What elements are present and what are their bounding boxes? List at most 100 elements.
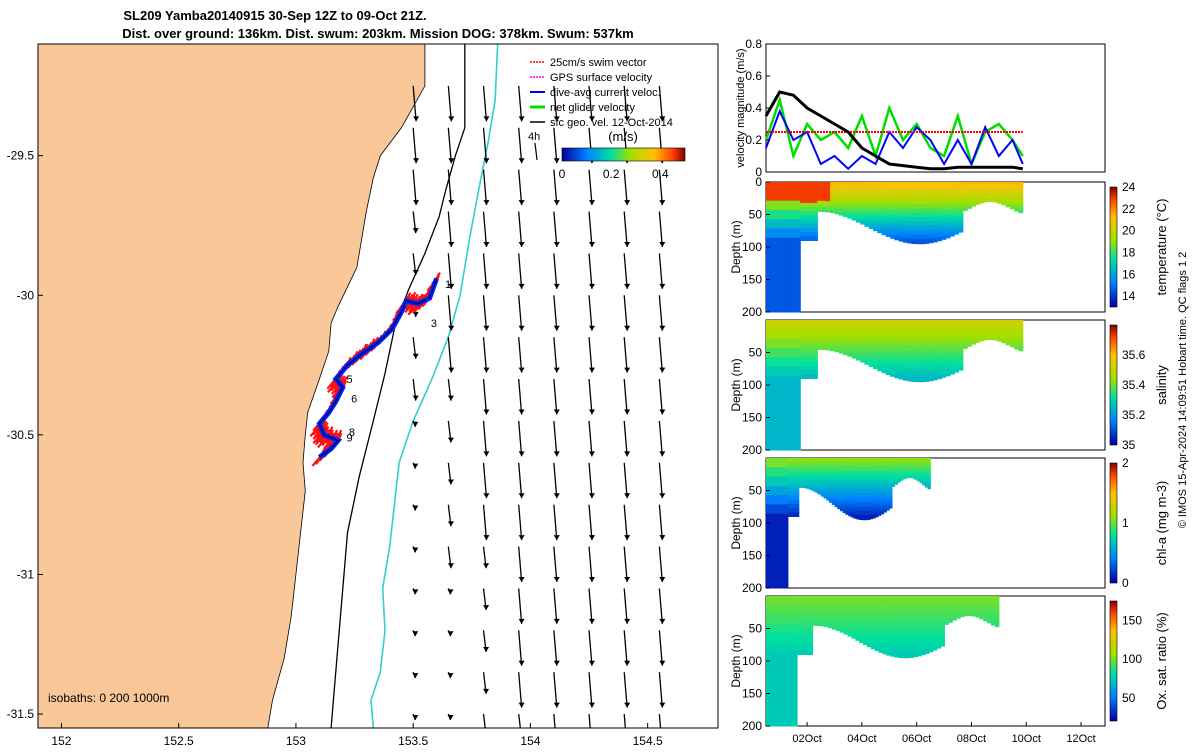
heatmap-cell <box>967 612 973 615</box>
heatmap-cell <box>863 634 868 639</box>
heatmap-cell <box>812 608 817 612</box>
heatmap-cell <box>941 206 947 212</box>
heatmap-cell <box>984 193 990 196</box>
heatmap-cell <box>851 626 856 630</box>
heatmap-cell <box>768 485 772 496</box>
heatmap-cell <box>940 599 945 604</box>
heatmap-cell <box>808 616 814 622</box>
heatmap-cell <box>915 350 921 356</box>
svg-text:25cm/s swim vector: 25cm/s swim vector <box>550 57 647 69</box>
heatmap-cell <box>843 349 848 353</box>
heatmap-cell <box>954 204 960 209</box>
heatmap-cell <box>944 602 949 605</box>
heatmap-cell <box>984 334 990 336</box>
heatmap-cell <box>860 350 865 354</box>
waypoint-label: 5 <box>346 374 352 386</box>
heatmap-cell <box>850 474 855 480</box>
heatmap-cell <box>894 639 899 645</box>
heatmap-cell <box>992 184 998 187</box>
heatmap-cell <box>913 474 918 477</box>
colorbar-label: Ox. sat. ratio (%) <box>1154 612 1169 710</box>
heatmap-cell <box>808 223 814 229</box>
heatmap-cell <box>798 468 803 471</box>
heatmap-cell <box>830 335 835 339</box>
scale-vector-label: 4h <box>528 131 540 143</box>
heatmap-cell <box>967 607 973 609</box>
heatmap-cell <box>954 208 960 213</box>
heatmap-cell <box>859 635 864 640</box>
heatmap-cell <box>856 471 860 476</box>
heatmap-cell <box>850 500 855 505</box>
heatmap-cell <box>864 204 870 208</box>
heatmap-cell <box>1018 208 1024 211</box>
heatmap-cell <box>992 331 998 334</box>
heatmap-cell <box>967 323 972 327</box>
heatmap-cell <box>813 202 818 208</box>
current-vector <box>518 672 525 708</box>
heatmap-cell <box>817 324 823 327</box>
heatmap-cell <box>925 628 930 634</box>
heatmap-cell <box>843 596 848 600</box>
heatmap-cell <box>820 466 824 470</box>
heatmap-cell <box>1001 326 1007 329</box>
heatmap-cell <box>1018 320 1024 323</box>
heatmap-cell <box>766 338 771 349</box>
heatmap-cell <box>774 182 780 192</box>
heatmap-cell <box>877 356 883 361</box>
heatmap-cell <box>922 479 926 482</box>
heatmap-cell <box>907 225 913 231</box>
heatmap-cell <box>859 471 863 477</box>
heatmap-cell <box>915 346 921 352</box>
heatmap-y-tick-label: 50 <box>749 346 763 360</box>
heatmap-cell <box>913 465 918 468</box>
current-vector <box>553 713 556 728</box>
heatmap-cell <box>807 469 811 472</box>
heatmap-cell <box>890 324 895 329</box>
heatmap-cell <box>855 204 861 209</box>
heatmap-cell <box>937 219 942 225</box>
heatmap-cell <box>954 182 960 187</box>
heatmap-cell <box>785 623 790 634</box>
heatmap-cell <box>766 578 770 589</box>
heatmap-cell <box>958 327 964 332</box>
heatmap-cell <box>952 597 957 600</box>
heatmap-cell <box>890 647 895 653</box>
heatmap-cell <box>892 472 896 475</box>
heatmap-cell <box>975 609 980 612</box>
heatmap-cell <box>773 596 779 606</box>
current-vector <box>658 295 666 331</box>
heatmap-cell <box>950 350 955 356</box>
heatmap-cell <box>824 607 829 610</box>
heatmap-cell <box>793 614 798 625</box>
heatmap-cell <box>890 336 895 341</box>
heatmap-cell <box>877 341 883 346</box>
heatmap-cell <box>945 335 951 341</box>
heatmap-cell <box>913 626 918 632</box>
heatmap-cell <box>984 196 990 198</box>
heatmap-cell <box>825 345 831 349</box>
heatmap-cell <box>924 350 930 356</box>
heatmap-cell <box>975 600 980 603</box>
heatmap-cell <box>825 203 831 206</box>
heatmap-cell <box>829 489 833 494</box>
heatmap-cell <box>796 265 801 276</box>
heatmap-cell <box>815 460 819 464</box>
heatmap-cell <box>885 197 891 202</box>
heatmap-cell <box>816 617 821 620</box>
heatmap-cell <box>815 465 819 469</box>
heatmap-cell <box>864 488 868 494</box>
heatmap-cell <box>766 375 771 386</box>
heatmap-cell <box>979 602 984 605</box>
heatmap-cell <box>804 646 810 651</box>
heatmap-cell <box>870 618 876 623</box>
heatmap-cell <box>911 234 917 240</box>
heatmap-cell <box>979 610 984 613</box>
heatmap-cell <box>766 633 771 643</box>
heatmap-cell <box>851 629 856 633</box>
heatmap-cell <box>889 465 893 470</box>
heatmap-cell <box>881 335 887 340</box>
heatmap-cell <box>804 473 808 476</box>
heatmap-cell <box>897 480 901 483</box>
heatmap-cell <box>992 330 998 332</box>
heatmap-cell <box>782 495 786 505</box>
